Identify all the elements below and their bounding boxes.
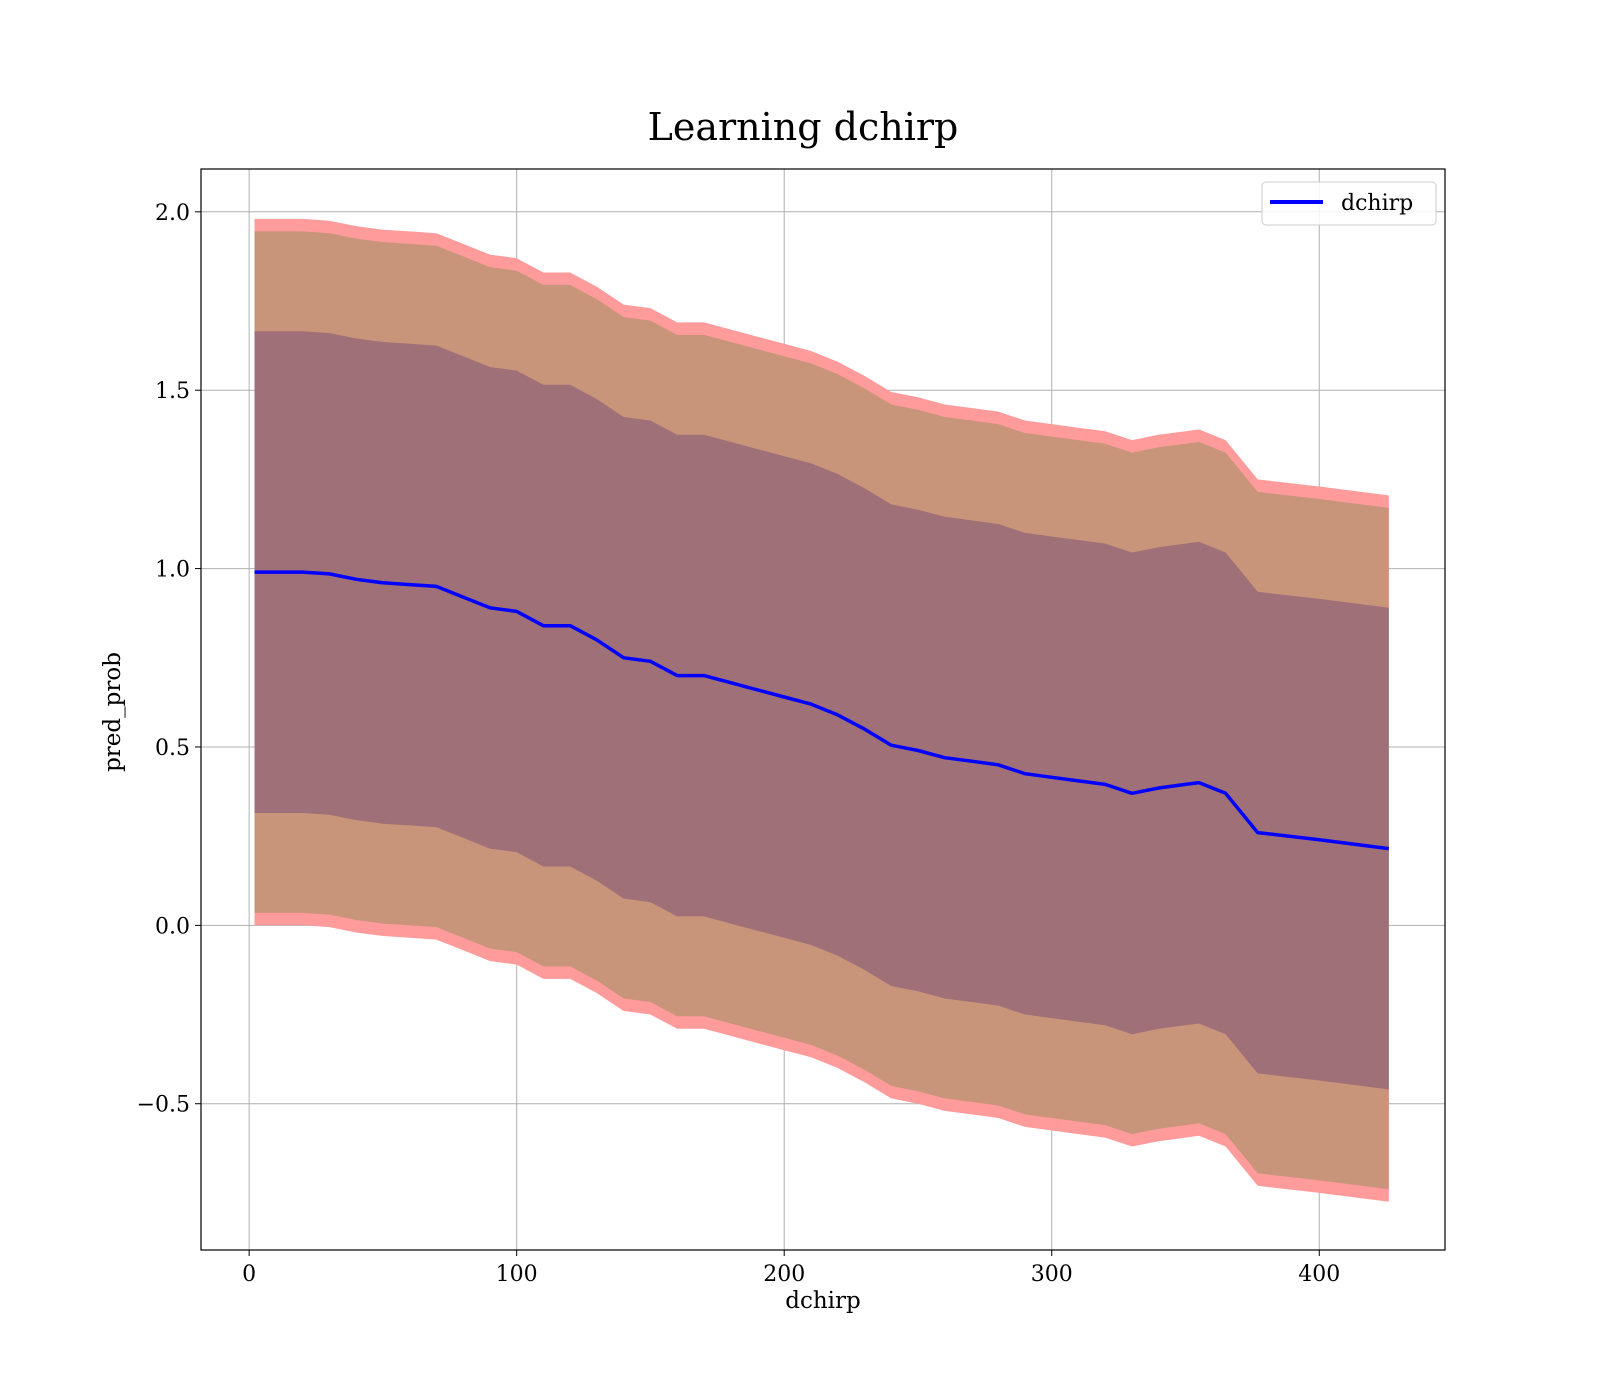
y-axis-label: pred_prob [100, 652, 126, 772]
x-tick-label-1: 100 [496, 1262, 538, 1287]
x-axis-ticks: 0 100 200 300 400 [242, 1250, 1340, 1287]
confidence-bands [254, 218, 1389, 1202]
y-tick-label-3: 1.0 [155, 558, 190, 583]
x-tick-label-2: 200 [763, 1262, 805, 1287]
y-tick-label-1: 0.0 [155, 914, 190, 939]
chart-title: Learning dchirp [648, 105, 959, 149]
x-tick-label-4: 400 [1298, 1262, 1340, 1287]
plot-frame [200, 168, 1446, 1251]
series-line-dchirp [254, 570, 1390, 851]
y-tick-label-4: 1.5 [155, 379, 190, 404]
legend: dchirp [1261, 181, 1437, 226]
band-inner [254, 331, 1389, 1090]
plot-area [200, 168, 1446, 1251]
x-tick-label-3: 300 [1031, 1262, 1073, 1287]
x-tick-label-0: 0 [242, 1262, 256, 1287]
y-tick-label-5: 2.0 [155, 201, 190, 226]
legend-label-dchirp: dchirp [1341, 191, 1413, 216]
legend-box [1261, 181, 1437, 226]
y-axis-ticks: −0.5 0.0 0.5 1.0 1.5 2.0 [137, 201, 201, 1118]
y-tick-label-0: −0.5 [137, 1093, 190, 1118]
series-lines [254, 570, 1390, 851]
y-tick-label-2: 0.5 [155, 736, 190, 761]
x-axis-label: dchirp [785, 1288, 861, 1314]
